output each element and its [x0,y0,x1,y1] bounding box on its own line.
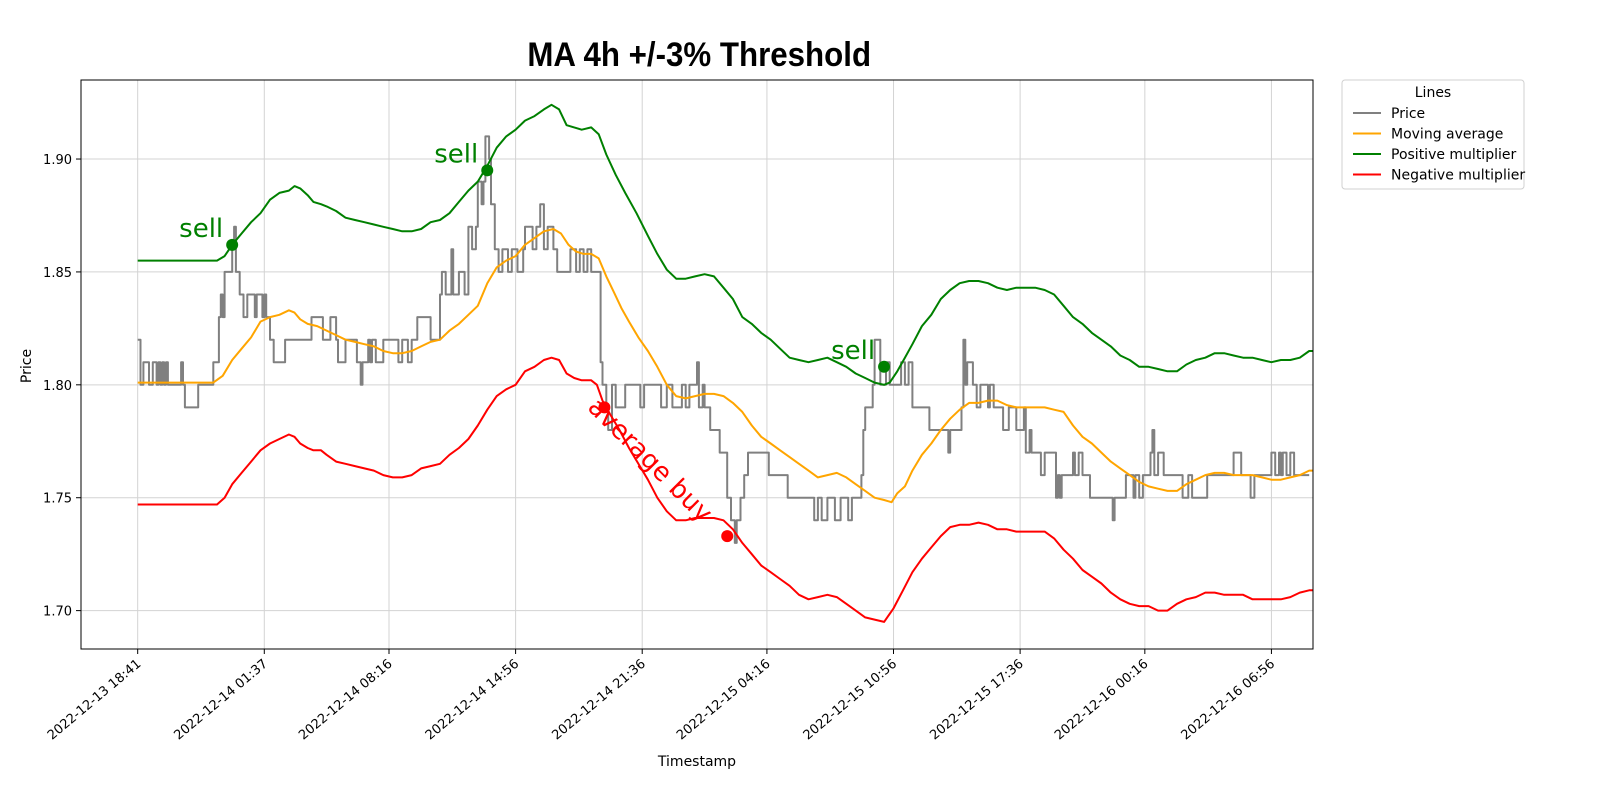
y-axis-label: Price [19,349,35,383]
x-tick-label: 2022-12-16 00:16 [1052,657,1151,744]
y-tick-label: 1.80 [43,379,72,394]
legend: Lines Price Moving average Positive multip… [1341,79,1525,190]
y-tick-label: 1.90 [43,153,72,168]
y-axis: 1.70 1.75 1.80 1.85 1.90 [43,153,81,620]
chart-title: MA 4h +/-3% Threshold [527,35,871,74]
marker-layer [226,164,891,543]
series-line-moving-average [137,228,1313,504]
x-tick-label: 2022-12-15 10:56 [801,657,900,744]
annotation-layer: sell sell sell average buy [179,139,875,528]
series-line-negative-multiplier [137,356,1313,623]
annotation-text: sell [179,214,223,244]
legend-label: Moving average [1391,127,1503,143]
legend-box [1341,79,1525,190]
x-tick-label: 2022-12-15 17:36 [927,657,1026,744]
legend-label: Positive multiplier [1391,147,1516,163]
x-axis-label: Timestamp [657,754,736,770]
signal-marker [481,164,494,177]
x-tick-label: 2022-12-16 06:56 [1179,657,1278,744]
x-tick-label: 2022-12-14 01:37 [171,657,270,744]
signal-marker [878,360,891,373]
x-axis: 2022-12-13 18:41 2022-12-14 01:37 2022-12-… [45,649,1278,743]
y-tick-label: 1.70 [43,605,72,620]
signal-marker [721,530,734,543]
series-layer [137,103,1313,623]
x-tick-label: 2022-12-14 14:56 [423,657,522,744]
x-tick-label: 2022-12-13 18:41 [45,657,144,744]
y-tick-label: 1.75 [43,492,72,507]
legend-label: Negative multiplier [1391,168,1525,184]
y-tick-label: 1.85 [43,266,72,281]
x-tick-label: 2022-12-15 04:16 [674,657,773,744]
x-tick-label: 2022-12-14 08:16 [296,657,395,744]
x-tick-label: 2022-12-14 21:36 [549,657,648,744]
annotation-text: sell [434,139,478,169]
annotation-text: average buy [581,392,718,529]
series-line-positive-multiplier [137,103,1313,386]
signal-marker [226,238,239,251]
series-line-price [137,135,1310,544]
legend-items: Price Moving average Positive multiplier Ne… [1353,106,1525,184]
legend-label: Price [1391,106,1425,122]
legend-title: Lines [1415,85,1451,101]
signal-marker [598,401,611,414]
plot-frame [80,79,1314,650]
annotation-text: sell [831,336,875,366]
